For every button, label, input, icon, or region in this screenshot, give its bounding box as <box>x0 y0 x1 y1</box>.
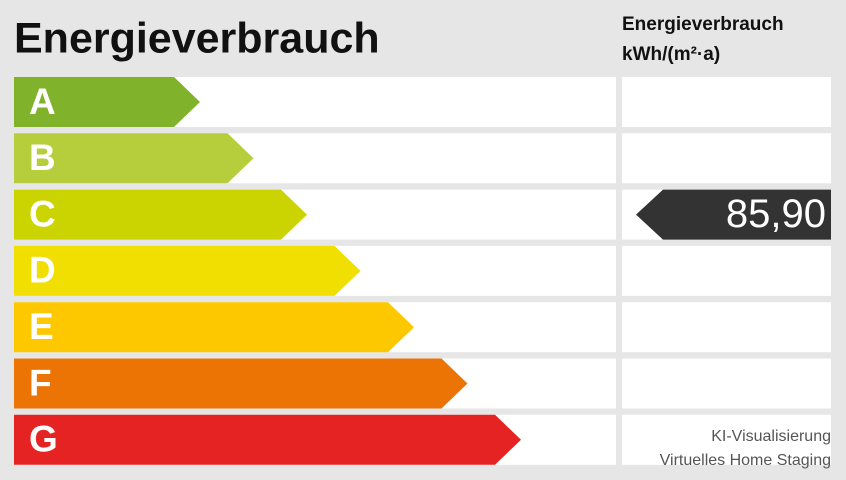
watermark-line: KI-Visualisierung <box>711 428 831 445</box>
value-marker <box>636 189 831 240</box>
class-letter: B <box>29 137 56 178</box>
class-arrow <box>14 133 254 184</box>
class-letter: C <box>29 193 56 234</box>
class-letter: E <box>29 306 54 347</box>
class-letter: D <box>29 250 56 291</box>
class-arrow <box>14 414 521 465</box>
value-panel <box>622 414 831 465</box>
unit-title: Energieverbrauch <box>622 14 784 35</box>
watermark-line: Virtuelles Home Staging <box>660 452 831 469</box>
class-arrow <box>14 245 361 296</box>
class-arrow <box>14 189 307 240</box>
class-arrow <box>14 358 468 409</box>
class-letter: A <box>29 81 56 122</box>
title: Energieverbrauch <box>14 14 380 62</box>
class-letter: F <box>29 362 52 403</box>
class-arrow <box>14 302 414 353</box>
value-panel <box>622 302 831 353</box>
value-panel <box>622 358 831 409</box>
value-panel <box>622 77 831 127</box>
value-text: 85,90 <box>726 192 826 236</box>
value-panel <box>622 245 831 296</box>
class-arrow <box>14 77 200 127</box>
value-panel <box>622 133 831 184</box>
unit: kWh/(m²·a) <box>622 44 720 65</box>
class-letter: G <box>29 419 58 460</box>
